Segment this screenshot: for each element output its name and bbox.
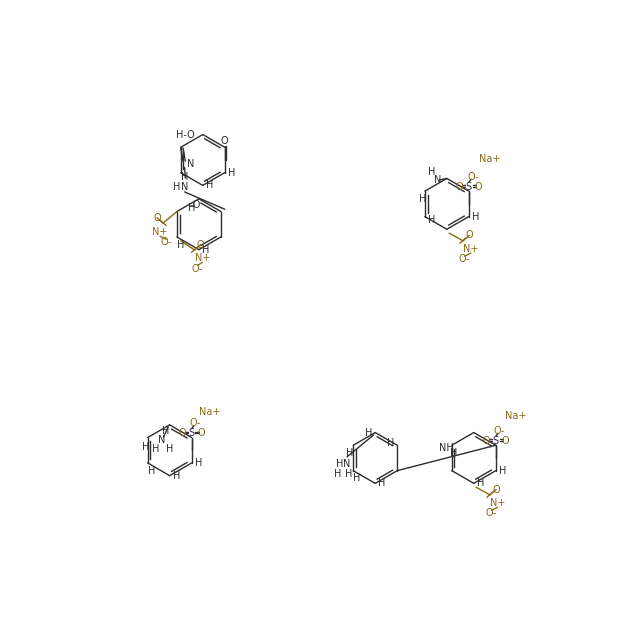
Text: H: H — [345, 468, 352, 479]
Text: -O: -O — [190, 200, 201, 210]
Text: O-: O- — [160, 237, 172, 247]
Text: O-: O- — [192, 264, 204, 273]
Text: S: S — [189, 428, 195, 438]
Text: O: O — [492, 484, 500, 495]
Text: O: O — [456, 182, 464, 192]
Text: H: H — [148, 466, 155, 476]
Text: O: O — [474, 182, 482, 192]
Text: O: O — [153, 212, 161, 223]
Text: H: H — [166, 444, 174, 454]
Text: S: S — [466, 182, 472, 192]
Text: H: H — [378, 478, 385, 488]
Text: H: H — [152, 444, 160, 454]
Text: N+: N+ — [463, 243, 478, 253]
Text: O: O — [501, 436, 509, 446]
Text: NH: NH — [439, 443, 454, 453]
Text: H: H — [450, 448, 458, 458]
Text: O: O — [466, 230, 473, 241]
Text: H: H — [177, 239, 184, 250]
Text: H: H — [472, 212, 480, 221]
Text: Na+: Na+ — [506, 411, 527, 420]
Text: H: H — [202, 244, 209, 255]
Text: H: H — [364, 428, 372, 438]
Text: O: O — [179, 428, 186, 438]
Text: N: N — [181, 182, 188, 192]
Text: H: H — [346, 448, 353, 458]
Text: N: N — [434, 175, 441, 185]
Text: H: H — [499, 466, 506, 476]
Text: H: H — [336, 460, 343, 470]
Text: O-: O- — [190, 419, 201, 428]
Text: H: H — [173, 182, 181, 192]
Text: S: S — [493, 436, 499, 446]
Text: H: H — [142, 442, 149, 452]
Text: H: H — [188, 204, 195, 214]
Text: N: N — [158, 435, 165, 445]
Text: H: H — [428, 167, 435, 177]
Text: H: H — [334, 468, 342, 479]
Text: Na+: Na+ — [478, 154, 500, 164]
Text: O-: O- — [494, 426, 506, 436]
Text: O: O — [197, 428, 205, 438]
Text: H: H — [181, 172, 188, 182]
Text: O-: O- — [459, 254, 470, 264]
Text: H: H — [162, 426, 169, 436]
Text: H: H — [206, 180, 213, 190]
Text: N: N — [343, 460, 350, 470]
Text: O: O — [221, 136, 228, 146]
Text: N: N — [187, 159, 195, 169]
Text: O: O — [197, 239, 205, 250]
Text: H: H — [195, 458, 202, 468]
Text: N+: N+ — [152, 227, 168, 237]
Text: H: H — [354, 474, 361, 483]
Text: O-: O- — [467, 172, 478, 182]
Text: H: H — [173, 470, 180, 481]
Text: H: H — [387, 438, 394, 448]
Text: N+: N+ — [490, 498, 506, 508]
Text: H: H — [428, 216, 436, 225]
Text: H: H — [419, 194, 426, 204]
Text: H: H — [228, 168, 235, 178]
Text: O-: O- — [486, 508, 497, 518]
Text: Na+: Na+ — [199, 407, 220, 417]
Text: H-O: H-O — [176, 129, 195, 140]
Text: H: H — [477, 478, 485, 488]
Text: O: O — [483, 436, 490, 446]
Text: N+: N+ — [195, 253, 210, 263]
